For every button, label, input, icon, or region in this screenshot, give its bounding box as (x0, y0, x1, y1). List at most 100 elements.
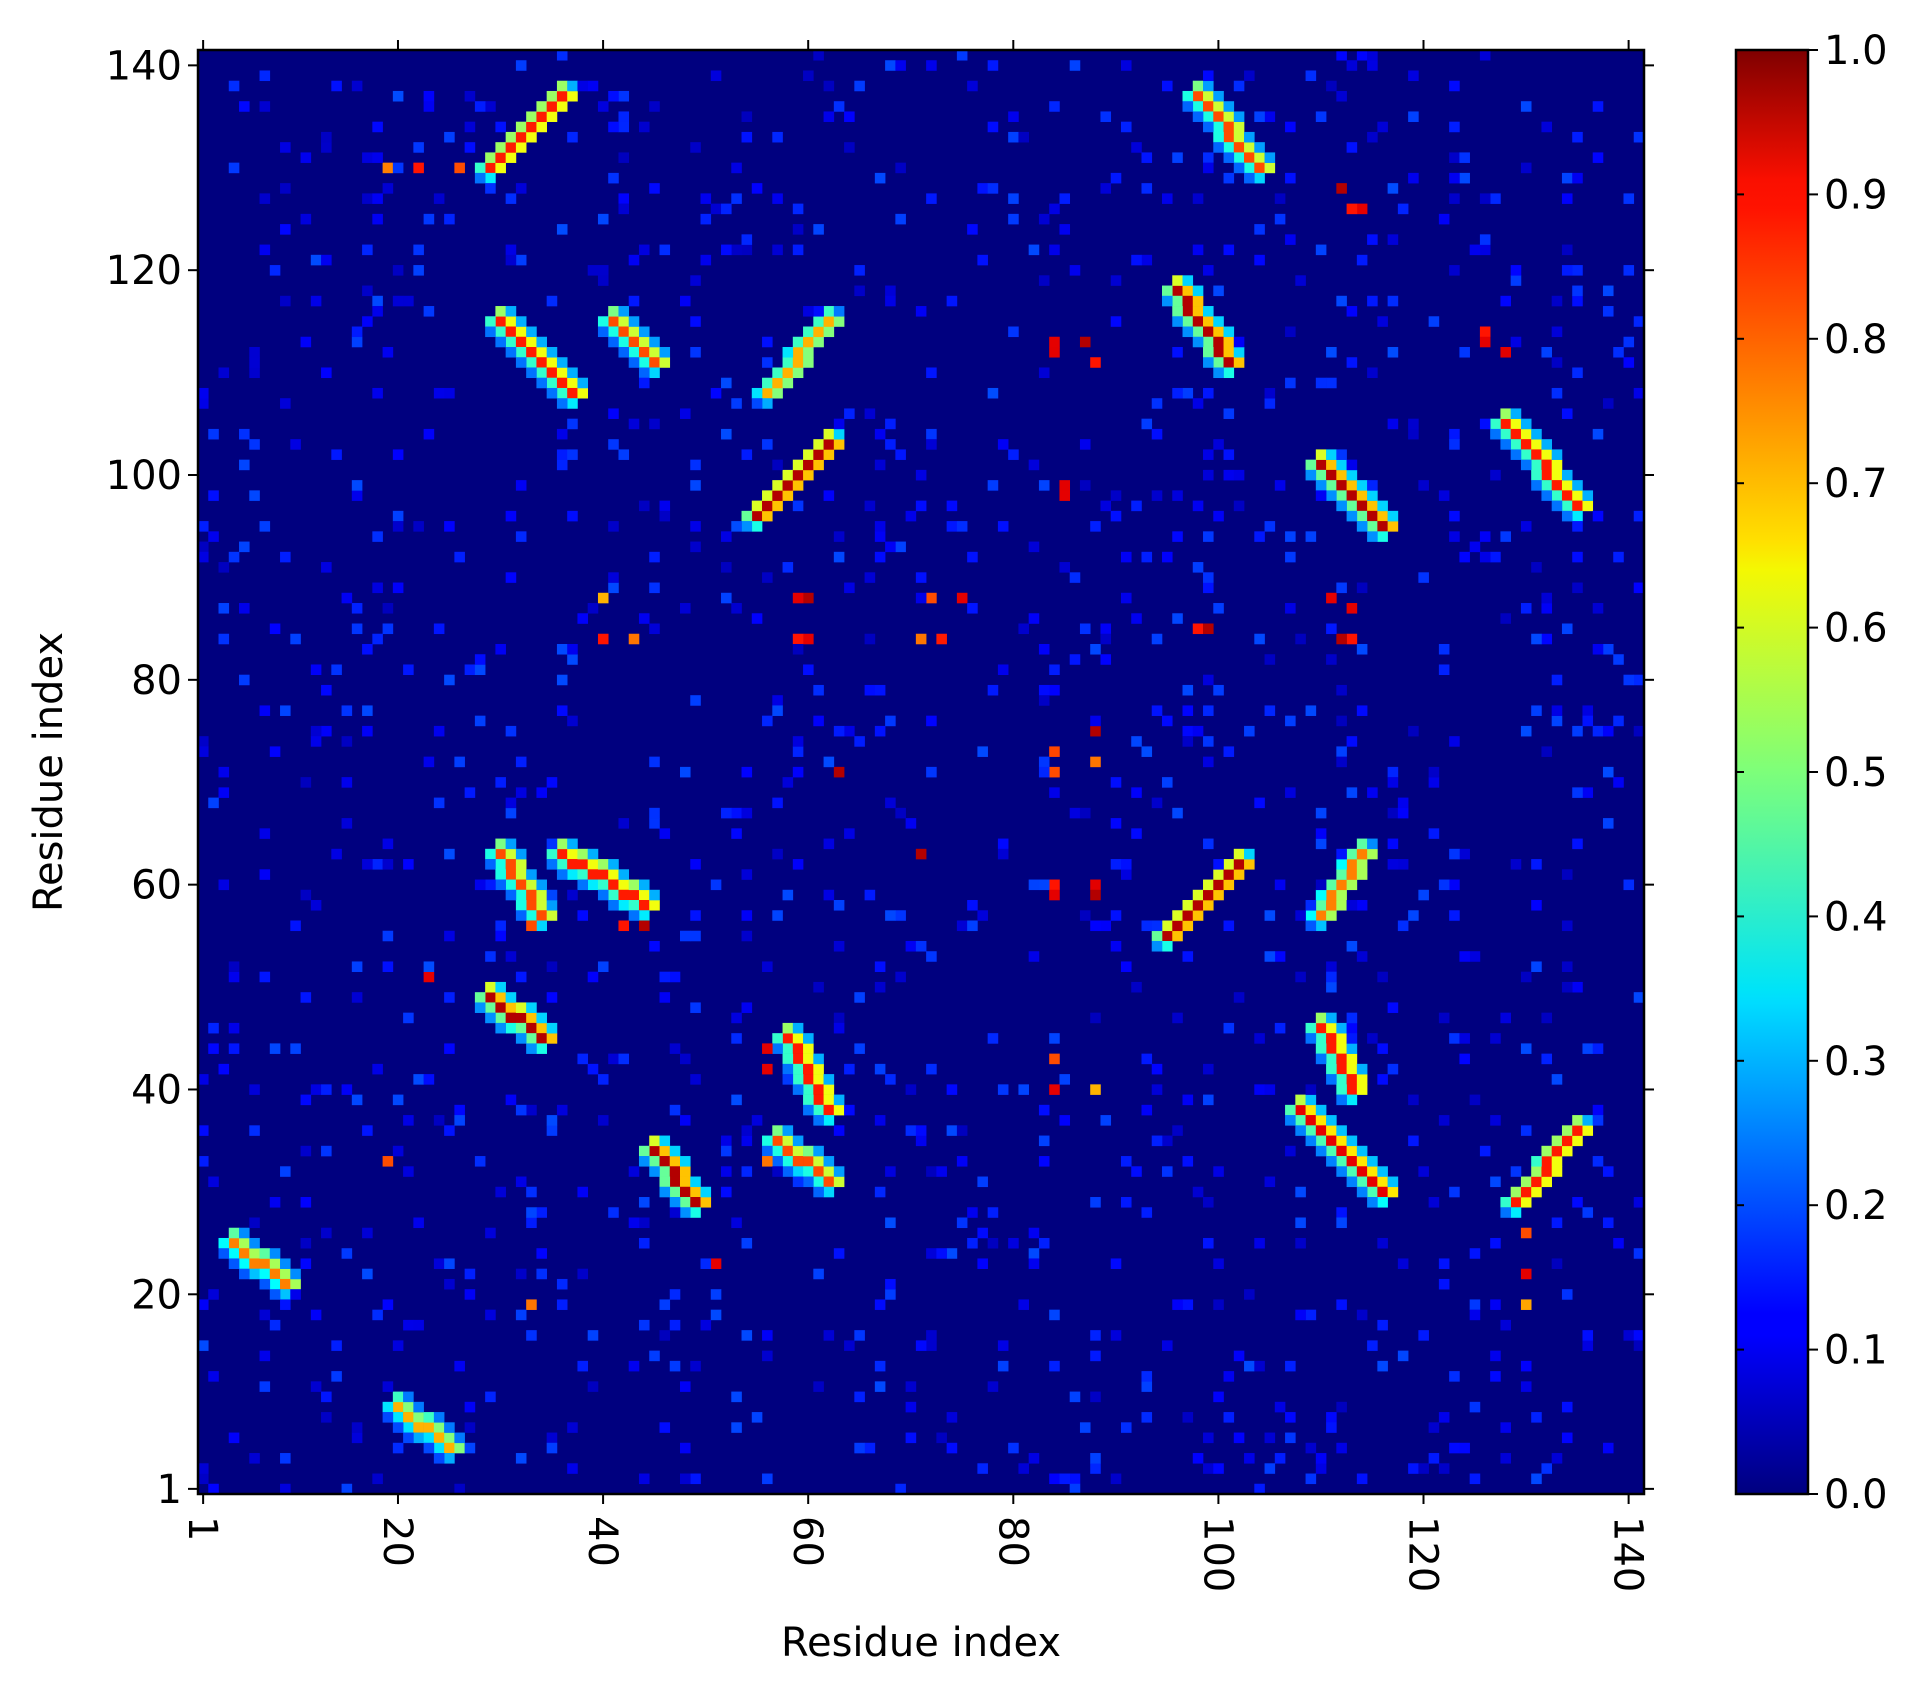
heatmap-cell (1213, 889, 1224, 901)
heatmap-cell (526, 1022, 537, 1034)
heatmap-cell (526, 1330, 537, 1341)
heatmap-cell (1561, 1125, 1573, 1136)
heatmap-cell (608, 1053, 619, 1065)
heatmap-cell (1459, 346, 1470, 358)
heatmap-cell (208, 1289, 219, 1300)
heatmap-cell (1162, 80, 1173, 92)
heatmap-cells (198, 50, 1645, 1495)
heatmap-cell (792, 346, 804, 358)
heatmap-cell (556, 377, 568, 389)
heatmap-cell (905, 940, 917, 952)
heatmap-cell (813, 1176, 824, 1188)
heatmap-cell (474, 654, 486, 665)
heatmap-cell (1500, 295, 1511, 307)
heatmap-cell (249, 1217, 260, 1229)
heatmap-cell (680, 1442, 691, 1454)
heatmap-cell (351, 80, 363, 92)
heatmap-cell (1633, 1330, 1645, 1341)
heatmap-cell (392, 295, 404, 307)
heatmap-cell (1438, 1278, 1450, 1290)
heatmap-cell (782, 469, 794, 481)
heatmap-cell (649, 818, 660, 829)
heatmap-cell (1561, 1432, 1573, 1444)
heatmap-cell (1059, 480, 1071, 491)
heatmap-cell (1582, 1125, 1594, 1136)
heatmap-cell (618, 306, 630, 317)
heatmap-cell (1120, 1422, 1132, 1433)
heatmap-cell (198, 1340, 209, 1351)
heatmap-cell (1151, 1135, 1163, 1147)
heatmap-cell (1572, 131, 1583, 143)
heatmap-cell (1120, 551, 1132, 563)
heatmap-cell (1315, 807, 1327, 819)
heatmap-cell (608, 879, 619, 891)
heatmap-cell (1315, 838, 1327, 850)
heatmap-cell (485, 101, 496, 112)
heatmap-cell (1079, 807, 1091, 819)
heatmap-cell (280, 705, 291, 716)
heatmap-cell (1120, 121, 1132, 133)
heatmap-cell (567, 80, 578, 92)
heatmap-cell (556, 90, 568, 102)
heatmap-cell (638, 1156, 650, 1167)
heatmap-cell (259, 521, 271, 532)
heatmap-cell (1254, 1084, 1265, 1095)
heatmap-cell (997, 521, 1009, 532)
heatmap-cell (659, 992, 671, 1003)
heatmap-cell (403, 859, 414, 870)
heatmap-cell (1244, 70, 1255, 82)
heatmap-cell (392, 1391, 404, 1403)
heatmap-cell (1377, 500, 1388, 512)
heatmap-cell (1090, 1453, 1101, 1464)
heatmap-cell (895, 449, 906, 460)
heatmap-cell (926, 367, 937, 379)
heatmap-cell (1449, 848, 1460, 860)
heatmap-cell (782, 1043, 794, 1054)
heatmap-cell (444, 674, 455, 686)
heatmap-cell (1285, 172, 1296, 184)
heatmap-cell (1367, 1176, 1378, 1188)
heatmap-cell (515, 326, 527, 338)
heatmap-cell (1551, 459, 1563, 471)
heatmap-cell (1069, 60, 1081, 71)
heatmap-cell (444, 213, 455, 225)
heatmap-cell (638, 326, 650, 338)
heatmap-cell (946, 1125, 958, 1136)
heatmap-cell (710, 1258, 722, 1269)
heatmap-cell (1387, 418, 1399, 430)
heatmap-cell (362, 859, 373, 870)
heatmap-cell (1285, 787, 1296, 798)
heatmap-cell (649, 1156, 660, 1167)
heatmap-cell (310, 1084, 322, 1095)
heatmap-cell (1162, 551, 1173, 563)
heatmap-cell (628, 357, 640, 368)
heatmap-cell (300, 152, 312, 163)
heatmap-cell (1264, 1432, 1276, 1444)
heatmap-cell (1254, 254, 1265, 266)
heatmap-cell (1633, 131, 1645, 143)
heatmap-cell (741, 521, 753, 532)
heatmap-cell (597, 869, 609, 880)
heatmap-cell (1090, 920, 1101, 932)
heatmap-cell (577, 1360, 589, 1372)
heatmap-cell (1551, 1258, 1563, 1269)
heatmap-cell (1233, 1350, 1245, 1362)
heatmap-cell (1336, 1442, 1347, 1454)
heatmap-cell (1551, 1145, 1563, 1157)
heatmap-cell (803, 1063, 814, 1075)
heatmap-cell (1367, 848, 1378, 860)
heatmap-cell (597, 101, 609, 112)
heatmap-cell (1038, 643, 1050, 655)
heatmap-cell (833, 900, 845, 911)
heatmap-cell (546, 1125, 558, 1136)
heatmap-cell (1541, 1012, 1553, 1024)
heatmap-cell (1490, 1115, 1501, 1126)
heatmap-cell (762, 1063, 773, 1075)
heatmap-cell (546, 101, 558, 112)
heatmap-cell (792, 469, 804, 481)
heatmap-cell (392, 90, 404, 102)
heatmap-cell (895, 213, 906, 225)
heatmap-cell (1264, 654, 1276, 665)
heatmap-cell (1285, 1115, 1296, 1126)
heatmap-cell (1582, 787, 1594, 798)
